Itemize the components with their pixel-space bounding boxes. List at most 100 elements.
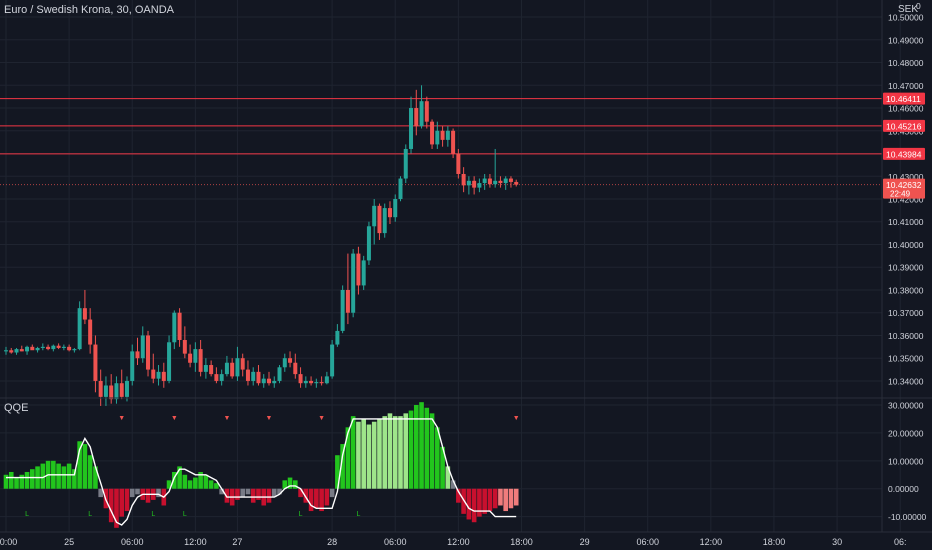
histogram-bar <box>177 466 182 489</box>
candle-body <box>314 382 319 384</box>
grid <box>0 0 901 532</box>
histogram-bar <box>240 488 245 498</box>
histogram-bar <box>98 488 103 498</box>
qqe-histogram <box>3 402 519 528</box>
candle-body <box>345 289 350 313</box>
price-tick-label: 10.35000 <box>888 354 924 364</box>
countdown-label: 22:49 <box>890 190 911 199</box>
histogram-bar <box>282 480 288 489</box>
histogram-bar <box>503 488 508 512</box>
candle-body <box>209 365 214 375</box>
candle-body <box>230 362 235 377</box>
time-tick-label: 06: <box>894 537 907 547</box>
histogram-bar <box>498 488 503 506</box>
buy-marker: L <box>183 511 187 518</box>
candle-body <box>288 358 293 363</box>
sell-marker: ▼ <box>266 415 273 422</box>
horizontal-lines <box>0 98 882 186</box>
candle-body <box>135 351 140 359</box>
histogram-bar <box>324 488 330 506</box>
candle-body <box>293 362 298 375</box>
candle-body <box>393 199 398 218</box>
histogram-bar <box>329 488 335 498</box>
candle-body <box>4 350 8 352</box>
candle-body <box>35 347 40 351</box>
candle-body <box>309 380 314 384</box>
histogram-bar <box>56 463 61 489</box>
candle-body <box>487 178 492 185</box>
candle-body <box>172 312 177 343</box>
candle-body <box>403 148 408 179</box>
histogram-bar <box>24 471 30 489</box>
hline-price-label: 10.43984 <box>886 149 922 159</box>
candle-body <box>361 260 366 286</box>
histogram-bar <box>208 480 214 489</box>
price-tick-label: 10.40000 <box>888 240 924 250</box>
histogram-bar <box>3 474 9 489</box>
price-tick-label: 10.42000 <box>888 195 924 205</box>
histogram-bar <box>66 463 72 489</box>
histogram-bar <box>471 488 477 523</box>
histogram-bar <box>287 477 293 489</box>
candle-body <box>140 335 145 359</box>
candle-body <box>298 374 303 384</box>
histogram-bar <box>387 413 393 489</box>
candle-body <box>198 349 203 372</box>
time-tick-label: 06:00 <box>636 537 659 547</box>
price-tick-label: 10.38000 <box>888 285 924 295</box>
indicator-tick-label: -10.00000 <box>888 512 927 522</box>
time-tick-label: 12:00 <box>447 537 470 547</box>
histogram-bar <box>145 488 151 503</box>
candle-body <box>324 376 329 384</box>
candle-body <box>19 349 24 352</box>
candle-body <box>193 349 198 363</box>
candle-body <box>93 344 98 381</box>
hline-price-tag <box>883 147 925 160</box>
last-price-tag <box>883 178 925 199</box>
time-tick-label: 27 <box>232 537 242 547</box>
time-tick-label: 30 <box>832 537 842 547</box>
pane-separator <box>0 0 932 533</box>
histogram-bar <box>245 488 251 495</box>
candle-body <box>340 289 345 331</box>
time-tick-label: 06:00 <box>121 537 144 547</box>
indicator-tick-label: 10.00000 <box>888 456 924 466</box>
candle-body <box>177 312 182 341</box>
chart-title: Euro / Swedish Krona, 30, OANDA <box>4 4 174 16</box>
candle-body <box>256 371 261 384</box>
candle-body <box>430 121 435 145</box>
time-axis[interactable]: 00:00 25 06:00 12:00 27 28 06:00 12:00 18:00 29 06… <box>0 537 906 547</box>
candle-body <box>498 180 503 184</box>
indicator-tick-label: 20.00000 <box>888 428 924 438</box>
histogram-bar <box>214 483 219 489</box>
histogram-bar <box>256 488 261 500</box>
qqe-line <box>6 418 517 526</box>
histogram-bar <box>456 488 461 503</box>
histogram-bar <box>382 416 388 489</box>
buy-marker: L <box>25 511 29 518</box>
histogram-bar <box>277 488 282 495</box>
indicator-axis[interactable]: 30.00000 20.00000 10.00000 0.00000 -10.00000 <box>888 400 927 522</box>
buy-marker: L <box>356 511 360 518</box>
candle-body <box>103 385 108 397</box>
histogram-bar <box>198 471 203 489</box>
histogram-bar <box>77 441 82 489</box>
price-tick-label: 10.34000 <box>888 376 924 386</box>
candle-body <box>356 253 361 286</box>
time-tick-label: 18:00 <box>510 537 533 547</box>
histogram-bar <box>335 455 340 489</box>
histogram-bar <box>72 469 77 489</box>
candle-body <box>319 382 324 384</box>
histogram-bar <box>172 471 177 489</box>
indicator-label[interactable]: QQE <box>4 402 29 414</box>
sell-marker: ▼ <box>223 415 230 422</box>
histogram-bar <box>124 488 130 512</box>
candle-body <box>493 180 498 185</box>
histogram-bar <box>319 488 324 512</box>
price-tick-label: 10.49000 <box>888 35 924 45</box>
candle-body <box>130 351 135 381</box>
candle-body <box>477 183 482 188</box>
candle-body <box>461 173 466 186</box>
